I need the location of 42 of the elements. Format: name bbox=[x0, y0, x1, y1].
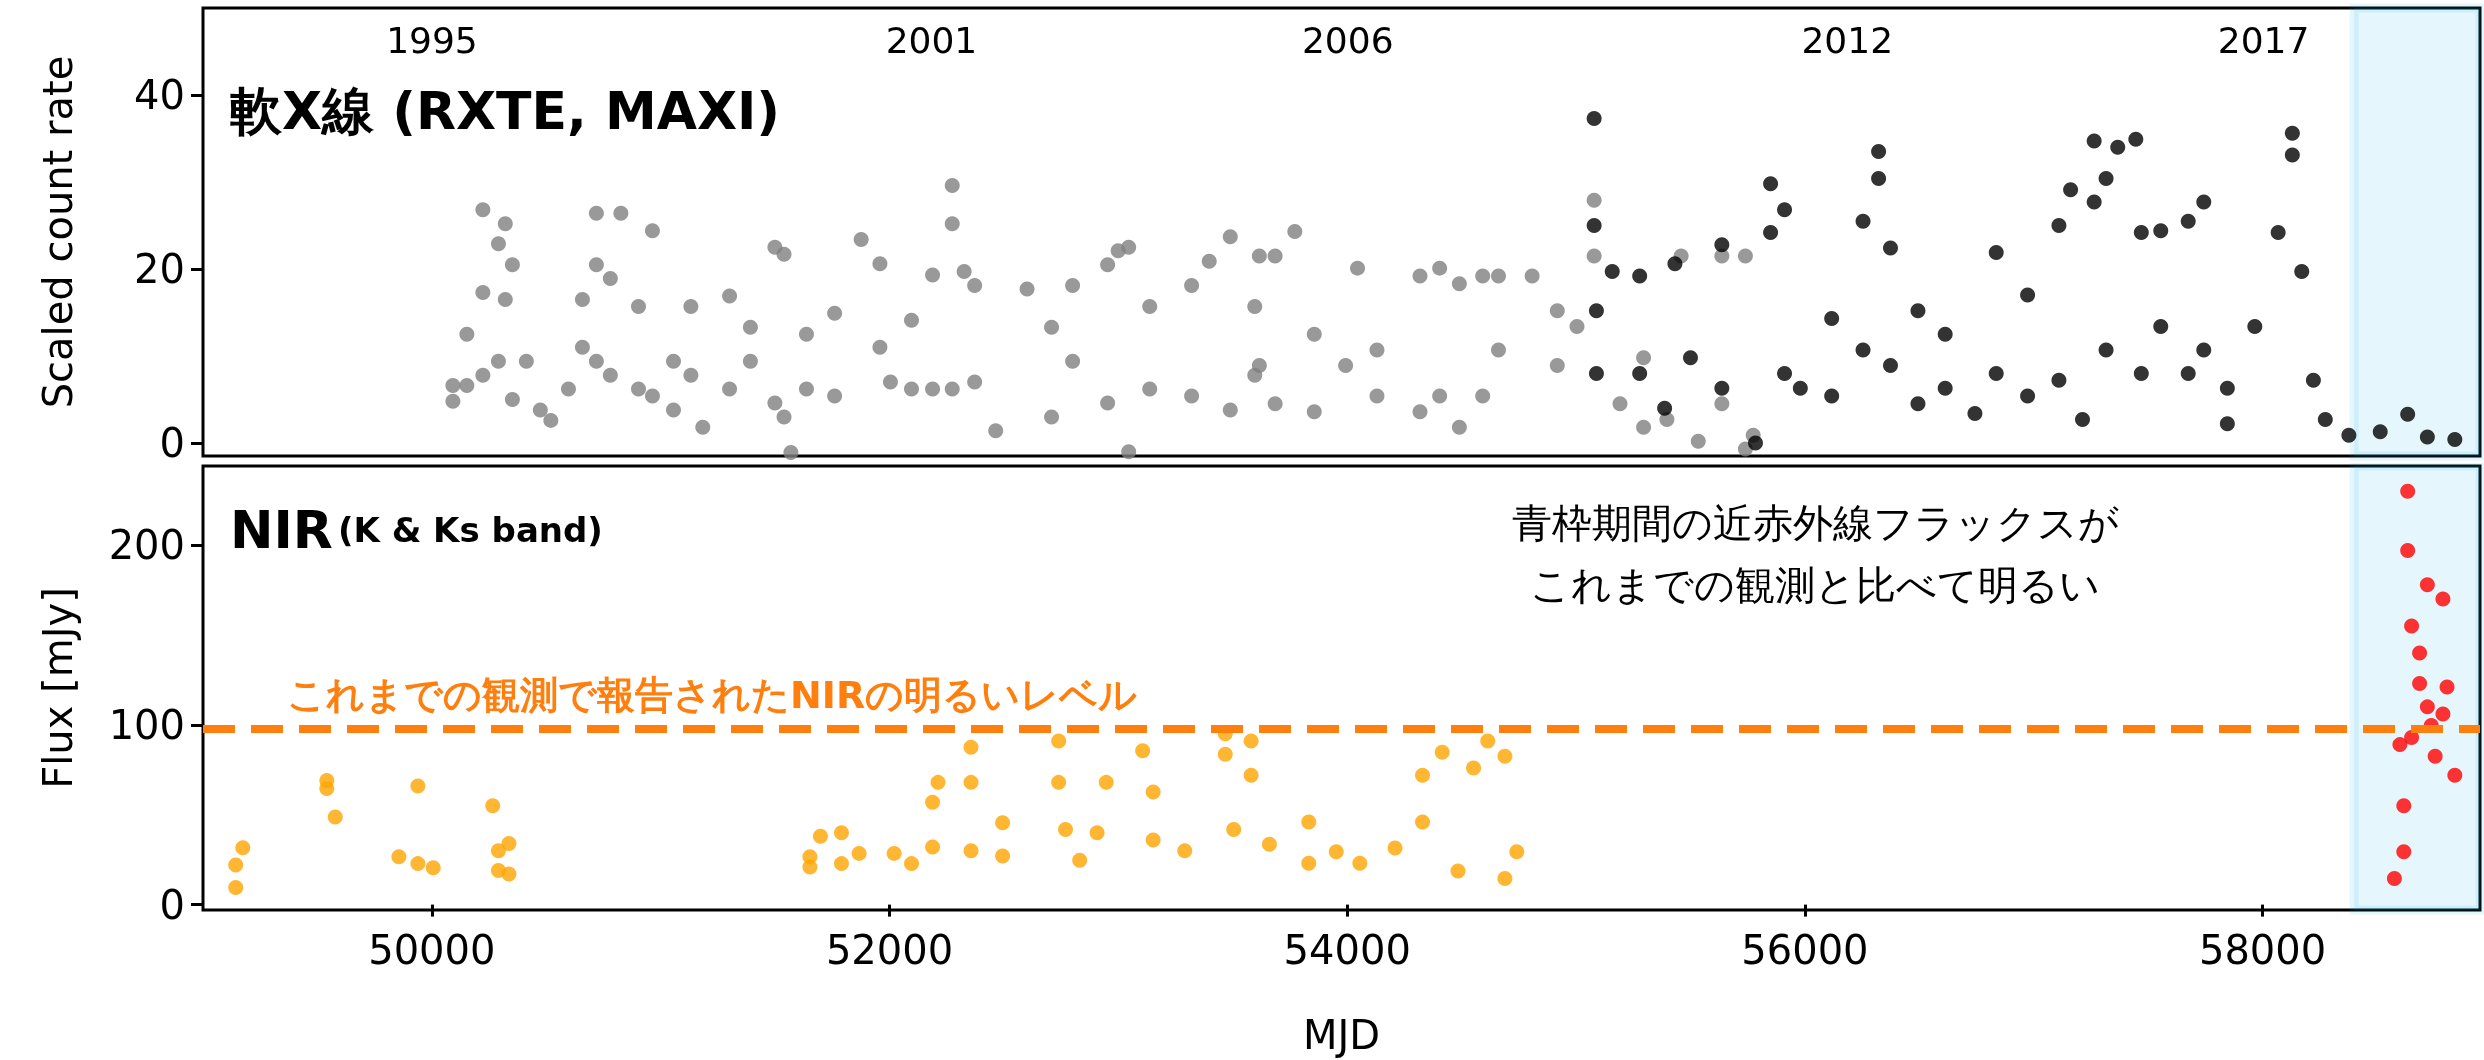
point bbox=[2419, 699, 2435, 715]
x-tick-label: 56000 bbox=[1741, 927, 1869, 973]
x-tick-label: 50000 bbox=[368, 927, 496, 973]
x2-tick-label: 2006 bbox=[1301, 19, 1394, 61]
point bbox=[2392, 737, 2408, 753]
x2-tick-label: 1995 bbox=[386, 19, 478, 61]
y-tick-label: 20 bbox=[134, 246, 185, 292]
point bbox=[2396, 798, 2412, 814]
text: NIR bbox=[230, 500, 333, 560]
point bbox=[2439, 679, 2455, 695]
point bbox=[2404, 618, 2420, 634]
x-tick-label: 58000 bbox=[2198, 927, 2327, 973]
y-tick-label: 0 bbox=[159, 881, 185, 928]
point bbox=[2400, 542, 2416, 558]
x-tick-label: 54000 bbox=[1283, 927, 1411, 973]
y-tick-label: 100 bbox=[108, 701, 185, 748]
y-axis-title: Flux [mJy] bbox=[35, 587, 81, 789]
ref-line-label: これまでの観測で報告されたNIRの明るいレベル bbox=[287, 673, 1138, 718]
point bbox=[2396, 844, 2412, 860]
point bbox=[2427, 748, 2443, 764]
y-tick-label: 40 bbox=[134, 72, 185, 118]
y-axis-title: Scaled count rate bbox=[35, 55, 81, 409]
text: 軟X線 (RXTE, MAXI) bbox=[230, 81, 781, 141]
y-tick-label: 0 bbox=[159, 420, 185, 466]
point bbox=[2404, 729, 2420, 745]
point bbox=[2412, 676, 2428, 691]
point bbox=[2412, 645, 2428, 661]
point bbox=[2400, 483, 2416, 499]
x-axis-title: MJD bbox=[1302, 1012, 1381, 1058]
point bbox=[2435, 591, 2451, 607]
x2-tick-label: 2001 bbox=[885, 19, 978, 61]
y-tick-label: 200 bbox=[108, 522, 185, 569]
annotation: これまでの観測と比べて明るい bbox=[1530, 562, 2100, 608]
x2-tick-label: 2012 bbox=[1801, 19, 1894, 61]
point bbox=[2386, 871, 2402, 887]
point bbox=[2447, 767, 2463, 783]
annotation: 青枠期間の近赤外線フラックスが bbox=[1511, 500, 2119, 546]
point bbox=[2435, 706, 2451, 722]
x2-tick-label: 2017 bbox=[2217, 19, 2310, 61]
point bbox=[2419, 577, 2435, 593]
x-tick-label: 52000 bbox=[825, 927, 954, 973]
text: (K & Ks band) bbox=[337, 510, 603, 550]
